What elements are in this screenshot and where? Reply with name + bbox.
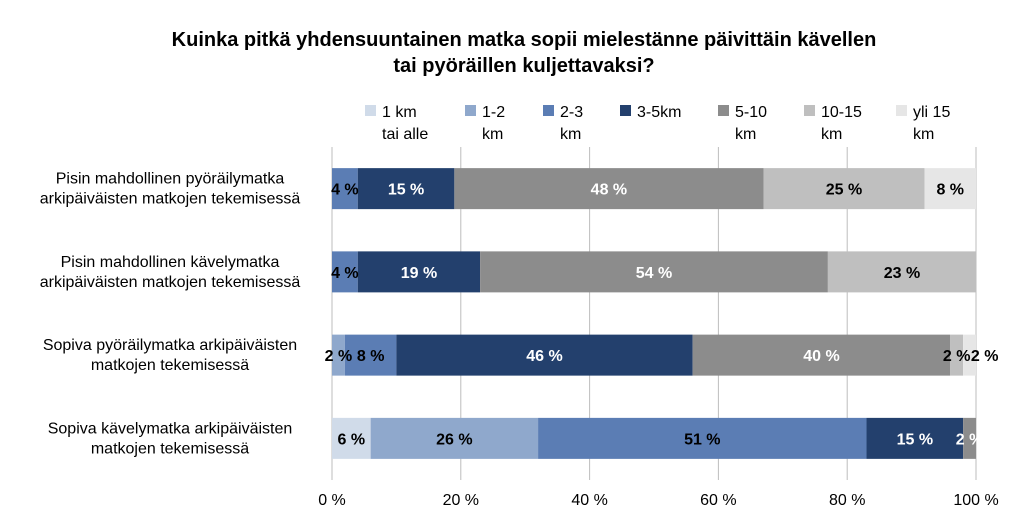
- legend: 1 km tai alle 1-2 km 2-3 km 3-5km 5-10 km 10-15 km…: [365, 104, 950, 143]
- bar-segment: [332, 417, 371, 459]
- legend-swatch: [896, 105, 907, 116]
- x-tick-label: 80 %: [829, 492, 865, 509]
- legend-label: 10-15: [821, 104, 862, 121]
- data-label: 2 %: [956, 431, 984, 448]
- bar-segment: [396, 334, 693, 376]
- category-label: arkipäiväisten matkojen tekemisessä: [40, 191, 301, 208]
- category-labels: Pisin mahdollinen pyöräilymatka arkipäivä…: [40, 171, 301, 458]
- data-label: 23 %: [884, 265, 920, 282]
- category-label: arkipäiväisten matkojen tekemisessä: [40, 274, 301, 291]
- data-label: 46 %: [526, 348, 562, 365]
- category-label: matkojen tekemisessä: [91, 440, 249, 457]
- bar-segment: [763, 168, 925, 210]
- legend-label: km: [821, 126, 842, 143]
- legend-label: km: [560, 126, 581, 143]
- bar-segment: [344, 334, 397, 376]
- legend-label: yli 15: [913, 104, 950, 121]
- data-label: 8 %: [357, 348, 385, 365]
- data-label: 4 %: [331, 182, 359, 199]
- data-label: 48 %: [591, 182, 627, 199]
- bar-segment: [370, 417, 539, 459]
- bar-segment: [454, 168, 764, 210]
- bar-segment: [332, 334, 345, 376]
- category-label: Pisin mahdollinen pyöräilymatka: [56, 171, 285, 188]
- chart-title: Kuinka pitkä yhdensuuntainen matka sopii…: [172, 29, 877, 77]
- legend-swatch: [543, 105, 554, 116]
- category-label: Sopiva pyöräilymatka arkipäiväisten: [43, 337, 297, 354]
- chart-title-line: tai pyöräillen kuljettavaksi?: [393, 55, 654, 77]
- bar-segment: [332, 168, 358, 210]
- bar-segment: [950, 334, 964, 376]
- data-label: 51 %: [684, 431, 720, 448]
- data-label: 15 %: [388, 182, 424, 199]
- x-tick-label: 100 %: [953, 492, 998, 509]
- data-label: 54 %: [636, 265, 672, 282]
- legend-label: 1-2: [482, 104, 505, 121]
- legend-label: km: [913, 126, 934, 143]
- bar-segment: [357, 168, 455, 210]
- bar-segment: [924, 168, 976, 210]
- data-labels: 4 % 15 % 48 % 25 % 8 %4 % 19 % 54 % 23 %2 % 8 % 4…: [325, 182, 999, 449]
- bar-segment: [963, 334, 976, 376]
- legend-swatch: [718, 105, 729, 116]
- data-label: 15 %: [897, 431, 933, 448]
- data-label: 26 %: [436, 431, 472, 448]
- chart-title-line: Kuinka pitkä yhdensuuntainen matka sopii…: [172, 29, 877, 51]
- bar-segment: [827, 251, 976, 293]
- legend-swatch: [804, 105, 815, 116]
- data-label: 6 %: [338, 431, 366, 448]
- category-label: Sopiva kävelymatka arkipäiväisten: [48, 420, 293, 437]
- legend-label: km: [735, 126, 756, 143]
- bar-segment: [332, 251, 358, 293]
- x-axis-tick-labels: 0 % 20 % 40 % 60 % 80 % 100 %: [318, 492, 998, 509]
- legend-label: 1 km: [382, 104, 417, 121]
- legend-label: km: [482, 126, 503, 143]
- bar-segment: [692, 334, 951, 376]
- bar-segment: [866, 417, 964, 459]
- bar-segment: [480, 251, 828, 293]
- data-label: 4 %: [331, 265, 359, 282]
- data-label: 25 %: [826, 182, 862, 199]
- bars: [332, 168, 976, 459]
- legend-swatch: [365, 105, 376, 116]
- legend-label: 5-10: [735, 104, 767, 121]
- data-label: 2 %: [943, 348, 971, 365]
- data-label: 19 %: [401, 265, 437, 282]
- data-label: 40 %: [803, 348, 839, 365]
- bar-segment: [357, 251, 481, 293]
- legend-label: tai alle: [382, 126, 428, 143]
- legend-label: 2-3: [560, 104, 583, 121]
- x-tick-label: 20 %: [443, 492, 479, 509]
- legend-swatch: [465, 105, 476, 116]
- x-tick-label: 0 %: [318, 492, 346, 509]
- bar-segment: [963, 417, 976, 459]
- category-label: Pisin mahdollinen kävelymatka: [61, 254, 280, 271]
- x-tick-label: 60 %: [700, 492, 736, 509]
- legend-swatch: [620, 105, 631, 116]
- category-label: matkojen tekemisessä: [91, 357, 249, 374]
- data-label: 2 %: [971, 348, 999, 365]
- data-label: 8 %: [936, 182, 964, 199]
- data-label: 2 %: [325, 348, 353, 365]
- bar-segment: [538, 417, 867, 459]
- x-tick-label: 40 %: [571, 492, 607, 509]
- legend-label: 3-5km: [637, 104, 681, 121]
